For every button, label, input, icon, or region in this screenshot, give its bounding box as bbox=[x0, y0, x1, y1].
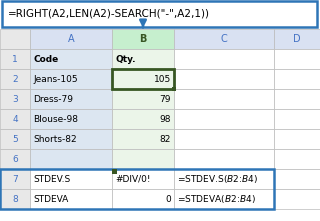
Bar bbox=[30, 49, 112, 69]
Bar bbox=[30, 129, 112, 149]
Bar bbox=[30, 169, 112, 189]
Bar bbox=[112, 69, 174, 89]
Bar bbox=[30, 69, 112, 89]
Text: Qty.: Qty. bbox=[115, 55, 135, 63]
Bar bbox=[174, 69, 274, 89]
Bar bbox=[0, 89, 30, 109]
Bar bbox=[0, 169, 274, 209]
Text: 98: 98 bbox=[159, 114, 171, 124]
Text: Shorts-82: Shorts-82 bbox=[33, 135, 76, 143]
Text: 7: 7 bbox=[12, 175, 18, 183]
Bar bbox=[274, 169, 320, 189]
Bar bbox=[274, 129, 320, 149]
Bar bbox=[274, 29, 320, 49]
Text: 8: 8 bbox=[12, 194, 18, 204]
Bar bbox=[274, 49, 320, 69]
Bar bbox=[174, 49, 274, 69]
Text: =STDEV.S($B$2:$B$4): =STDEV.S($B$2:$B$4) bbox=[177, 173, 258, 185]
Text: =RIGHT(A2,LEN(A2)-SEARCH("-",A2,1)): =RIGHT(A2,LEN(A2)-SEARCH("-",A2,1)) bbox=[8, 9, 210, 19]
Text: D: D bbox=[293, 34, 301, 44]
Bar bbox=[274, 89, 320, 109]
Bar bbox=[30, 29, 112, 49]
Text: Code: Code bbox=[33, 55, 58, 63]
Bar bbox=[0, 129, 30, 149]
Text: B: B bbox=[139, 34, 147, 44]
Bar bbox=[112, 69, 174, 89]
Bar bbox=[0, 69, 30, 89]
Bar bbox=[0, 109, 30, 129]
Bar bbox=[0, 189, 30, 209]
Text: =STDEVA($B$2:$B$4): =STDEVA($B$2:$B$4) bbox=[177, 193, 256, 205]
Bar bbox=[2, 1, 317, 27]
Bar bbox=[0, 169, 30, 189]
Text: Jeans-105: Jeans-105 bbox=[33, 74, 78, 84]
Bar bbox=[112, 189, 174, 209]
Text: 3: 3 bbox=[12, 95, 18, 103]
Text: STDEV.S: STDEV.S bbox=[33, 175, 70, 183]
Text: C: C bbox=[220, 34, 228, 44]
Bar bbox=[172, 87, 176, 91]
Bar bbox=[274, 189, 320, 209]
Text: 6: 6 bbox=[12, 154, 18, 164]
Bar bbox=[0, 149, 30, 169]
Text: 4: 4 bbox=[12, 114, 18, 124]
Bar bbox=[274, 109, 320, 129]
Bar bbox=[112, 149, 174, 169]
Bar bbox=[274, 69, 320, 89]
Bar bbox=[112, 49, 174, 69]
Bar bbox=[0, 49, 30, 69]
Bar bbox=[174, 189, 274, 209]
Text: 0: 0 bbox=[165, 194, 171, 204]
Text: 105: 105 bbox=[154, 74, 171, 84]
Bar bbox=[112, 169, 174, 189]
Bar bbox=[30, 89, 112, 109]
Text: 2: 2 bbox=[12, 74, 18, 84]
Text: A: A bbox=[68, 34, 74, 44]
Text: 79: 79 bbox=[159, 95, 171, 103]
Text: Dress-79: Dress-79 bbox=[33, 95, 73, 103]
Text: 1: 1 bbox=[12, 55, 18, 63]
Bar bbox=[174, 129, 274, 149]
Bar bbox=[174, 169, 274, 189]
Bar bbox=[30, 149, 112, 169]
Bar bbox=[30, 189, 112, 209]
Bar bbox=[112, 89, 174, 109]
Bar bbox=[174, 89, 274, 109]
Bar bbox=[112, 169, 117, 174]
Bar bbox=[112, 129, 174, 149]
Bar bbox=[30, 109, 112, 129]
Text: #DIV/0!: #DIV/0! bbox=[115, 175, 150, 183]
Text: 82: 82 bbox=[160, 135, 171, 143]
Text: STDEVA: STDEVA bbox=[33, 194, 68, 204]
Bar bbox=[112, 29, 174, 49]
Text: Blouse-98: Blouse-98 bbox=[33, 114, 78, 124]
Text: 5: 5 bbox=[12, 135, 18, 143]
Bar bbox=[274, 149, 320, 169]
Bar bbox=[112, 109, 174, 129]
Bar bbox=[174, 109, 274, 129]
Bar bbox=[0, 29, 30, 49]
Bar bbox=[174, 29, 274, 49]
Bar bbox=[174, 149, 274, 169]
